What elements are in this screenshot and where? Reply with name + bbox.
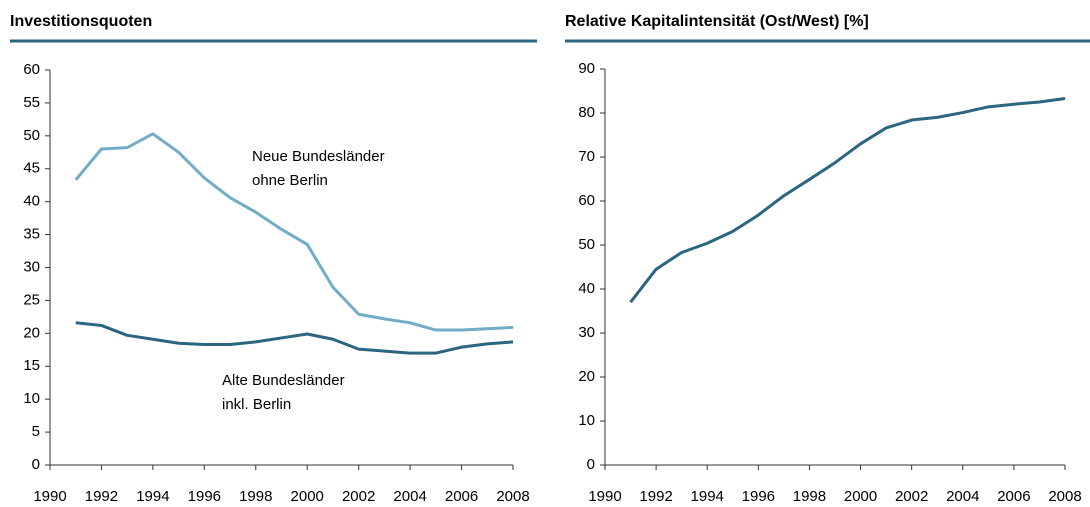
y-tick-label: 5 [32,423,40,440]
y-tick-label: 10 [578,412,595,429]
y-tick-label: 55 [23,94,40,111]
y-tick-label: 35 [23,226,40,243]
y-tick-label: 45 [23,160,40,177]
x-tick-label: 2000 [844,488,877,505]
x-tick-label: 2002 [342,488,375,505]
y-tick-label: 50 [578,236,595,253]
y-tick-label: 0 [32,456,40,473]
y-tick-label: 10 [23,390,40,407]
y-tick-label: 30 [578,324,595,341]
chart-title: Relative Kapitalintensität (Ost/West) [%… [565,13,869,30]
x-tick-label: 2006 [445,488,478,505]
series-label: Neue Bundesländer [252,148,385,165]
y-tick-label: 25 [23,291,40,308]
y-tick-label: 15 [23,357,40,374]
series-line [74,132,514,332]
x-tick-label: 1992 [639,488,672,505]
y-tick-label: 90 [578,60,595,77]
chart-title: Investitionsquoten [10,13,152,30]
x-tick-label: 1998 [793,488,826,505]
x-tick-label: 1996 [742,488,775,505]
x-tick-label: 2004 [946,488,979,505]
y-tick-label: 20 [23,324,40,341]
x-tick-label: 2008 [496,488,529,505]
x-tick-label: 2008 [1048,488,1081,505]
y-tick-label: 60 [578,192,595,209]
x-tick-label: 1992 [85,488,118,505]
y-tick-label: 50 [23,127,40,144]
y-tick-label: 60 [23,61,40,78]
x-tick-label: 2004 [393,488,426,505]
x-tick-label: 1994 [136,488,169,505]
x-tick-label: 1990 [33,488,66,505]
series-label: Alte Bundesländer [222,372,345,389]
x-tick-label: 1996 [188,488,221,505]
y-tick-label: 0 [587,456,595,473]
series-label: inkl. Berlin [222,396,291,413]
series-line [75,321,514,355]
x-tick-label: 2006 [997,488,1030,505]
x-tick-label: 1994 [691,488,724,505]
y-tick-label: 40 [23,193,40,210]
x-tick-label: 1990 [588,488,621,505]
y-tick-label: 70 [578,148,595,165]
x-tick-label: 1998 [239,488,272,505]
y-tick-label: 30 [23,258,40,275]
x-tick-label: 2002 [895,488,928,505]
y-tick-label: 40 [578,280,595,297]
y-tick-label: 80 [578,104,595,121]
series-label: ohne Berlin [252,172,328,189]
y-tick-label: 20 [578,368,595,385]
series-line [629,96,1066,304]
x-tick-label: 2000 [291,488,324,505]
